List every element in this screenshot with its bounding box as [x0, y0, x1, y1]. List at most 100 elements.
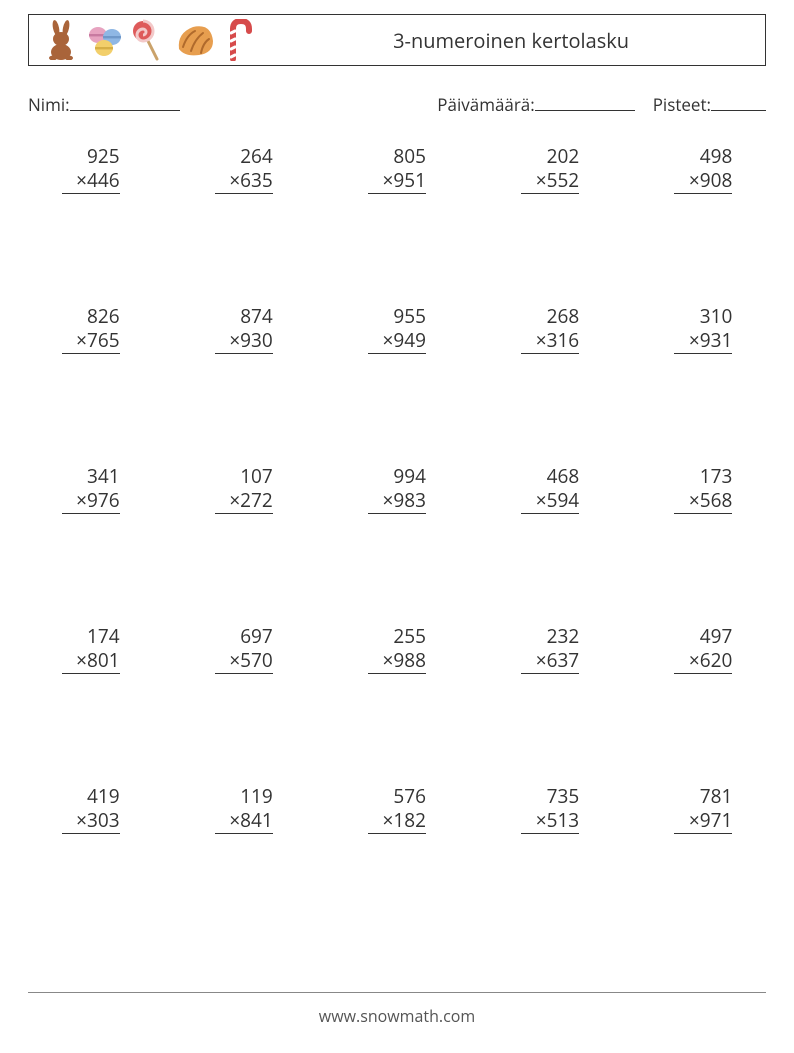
problem-cell: 264×635 — [181, 144, 306, 304]
multiplier: ×552 — [521, 168, 579, 194]
multiplicand: 497 — [674, 624, 732, 648]
multiplicand: 955 — [368, 304, 426, 328]
score-label: Pisteet: — [653, 93, 711, 116]
multiplier: ×303 — [62, 808, 120, 834]
problem-cell: 173×568 — [641, 464, 766, 624]
multiplicand: 173 — [674, 464, 732, 488]
multiplication-problem: 341×976 — [62, 464, 120, 624]
date-label: Päivämäärä: — [437, 93, 534, 116]
multiplier: ×765 — [62, 328, 120, 354]
multiplier: ×570 — [215, 648, 273, 674]
problem-cell: 955×949 — [334, 304, 459, 464]
multiplicand: 925 — [62, 144, 120, 168]
multiplication-problem: 874×930 — [215, 304, 273, 464]
candy-cane-icon — [225, 19, 253, 61]
multiplicand: 826 — [62, 304, 120, 328]
problem-cell: 341×976 — [28, 464, 153, 624]
multiplier: ×983 — [368, 488, 426, 514]
multiplier: ×801 — [62, 648, 120, 674]
multiplication-problem: 735×513 — [521, 784, 579, 944]
problem-cell: 826×765 — [28, 304, 153, 464]
multiplier: ×272 — [215, 488, 273, 514]
multiplicand: 310 — [674, 304, 732, 328]
multiplication-problem: 805×951 — [368, 144, 426, 304]
multiplication-problem: 255×988 — [368, 624, 426, 784]
multiplication-problem: 419×303 — [62, 784, 120, 944]
problem-cell: 925×446 — [28, 144, 153, 304]
problem-cell: 697×570 — [181, 624, 306, 784]
multiplicand: 264 — [215, 144, 273, 168]
multiplicand: 268 — [521, 304, 579, 328]
multiplication-problem: 781×971 — [674, 784, 732, 944]
problem-cell: 576×182 — [334, 784, 459, 944]
multiplier: ×182 — [368, 808, 426, 834]
bunny-icon — [45, 20, 79, 60]
name-blank[interactable] — [70, 92, 180, 111]
multiplicand: 805 — [368, 144, 426, 168]
worksheet-header: 3-numeroinen kertolasku — [28, 14, 766, 66]
problem-cell: 419×303 — [28, 784, 153, 944]
multiplication-problem: 955×949 — [368, 304, 426, 464]
multiplier: ×316 — [521, 328, 579, 354]
multiplier: ×446 — [62, 168, 120, 194]
problem-cell: 994×983 — [334, 464, 459, 624]
footer-divider — [28, 992, 766, 993]
multiplication-problem: 925×446 — [62, 144, 120, 304]
multiplier: ×908 — [674, 168, 732, 194]
multiplication-problem: 498×908 — [674, 144, 732, 304]
multiplicand: 781 — [674, 784, 732, 808]
name-label: Nimi: — [28, 93, 70, 116]
problem-cell: 498×908 — [641, 144, 766, 304]
multiplicand: 468 — [521, 464, 579, 488]
lollipop-icon — [131, 19, 165, 61]
multiplication-problem: 468×594 — [521, 464, 579, 624]
multiplication-problem: 497×620 — [674, 624, 732, 784]
multiplication-problem: 202×552 — [521, 144, 579, 304]
multiplication-problem: 119×841 — [215, 784, 273, 944]
problem-cell: 310×931 — [641, 304, 766, 464]
multiplicand: 576 — [368, 784, 426, 808]
problem-cell: 107×272 — [181, 464, 306, 624]
footer-url: www.snowmath.com — [0, 1005, 794, 1027]
multiplicand: 255 — [368, 624, 426, 648]
multiplicand: 498 — [674, 144, 732, 168]
info-fields-row: Nimi: Päivämäärä: Pisteet: — [28, 92, 766, 116]
multiplication-problem: 994×983 — [368, 464, 426, 624]
multiplication-problem: 697×570 — [215, 624, 273, 784]
multiplicand: 107 — [215, 464, 273, 488]
multiplicand: 174 — [62, 624, 120, 648]
multiplication-problem: 232×637 — [521, 624, 579, 784]
multiplicand: 341 — [62, 464, 120, 488]
multiplicand: 419 — [62, 784, 120, 808]
croissant-icon — [173, 21, 217, 59]
multiplication-problem: 107×272 — [215, 464, 273, 624]
multiplier: ×568 — [674, 488, 732, 514]
multiplicand: 202 — [521, 144, 579, 168]
multiplicand: 232 — [521, 624, 579, 648]
multiplier: ×949 — [368, 328, 426, 354]
macarons-icon — [87, 22, 123, 58]
multiplication-problem: 576×182 — [368, 784, 426, 944]
multiplicand: 697 — [215, 624, 273, 648]
multiplicand: 874 — [215, 304, 273, 328]
multiplier: ×841 — [215, 808, 273, 834]
multiplier: ×635 — [215, 168, 273, 194]
multiplication-problem: 264×635 — [215, 144, 273, 304]
problem-cell: 468×594 — [488, 464, 613, 624]
multiplication-problem: 174×801 — [62, 624, 120, 784]
multiplier: ×988 — [368, 648, 426, 674]
problem-cell: 497×620 — [641, 624, 766, 784]
multiplier: ×971 — [674, 808, 732, 834]
multiplication-problem: 826×765 — [62, 304, 120, 464]
problem-cell: 232×637 — [488, 624, 613, 784]
multiplicand: 119 — [215, 784, 273, 808]
multiplier: ×951 — [368, 168, 426, 194]
problem-cell: 781×971 — [641, 784, 766, 944]
score-blank[interactable] — [711, 92, 766, 111]
header-icons — [45, 19, 253, 61]
multiplication-problem: 310×931 — [674, 304, 732, 464]
problem-cell: 268×316 — [488, 304, 613, 464]
problem-cell: 255×988 — [334, 624, 459, 784]
multiplication-problem: 268×316 — [521, 304, 579, 464]
date-blank[interactable] — [535, 92, 635, 111]
